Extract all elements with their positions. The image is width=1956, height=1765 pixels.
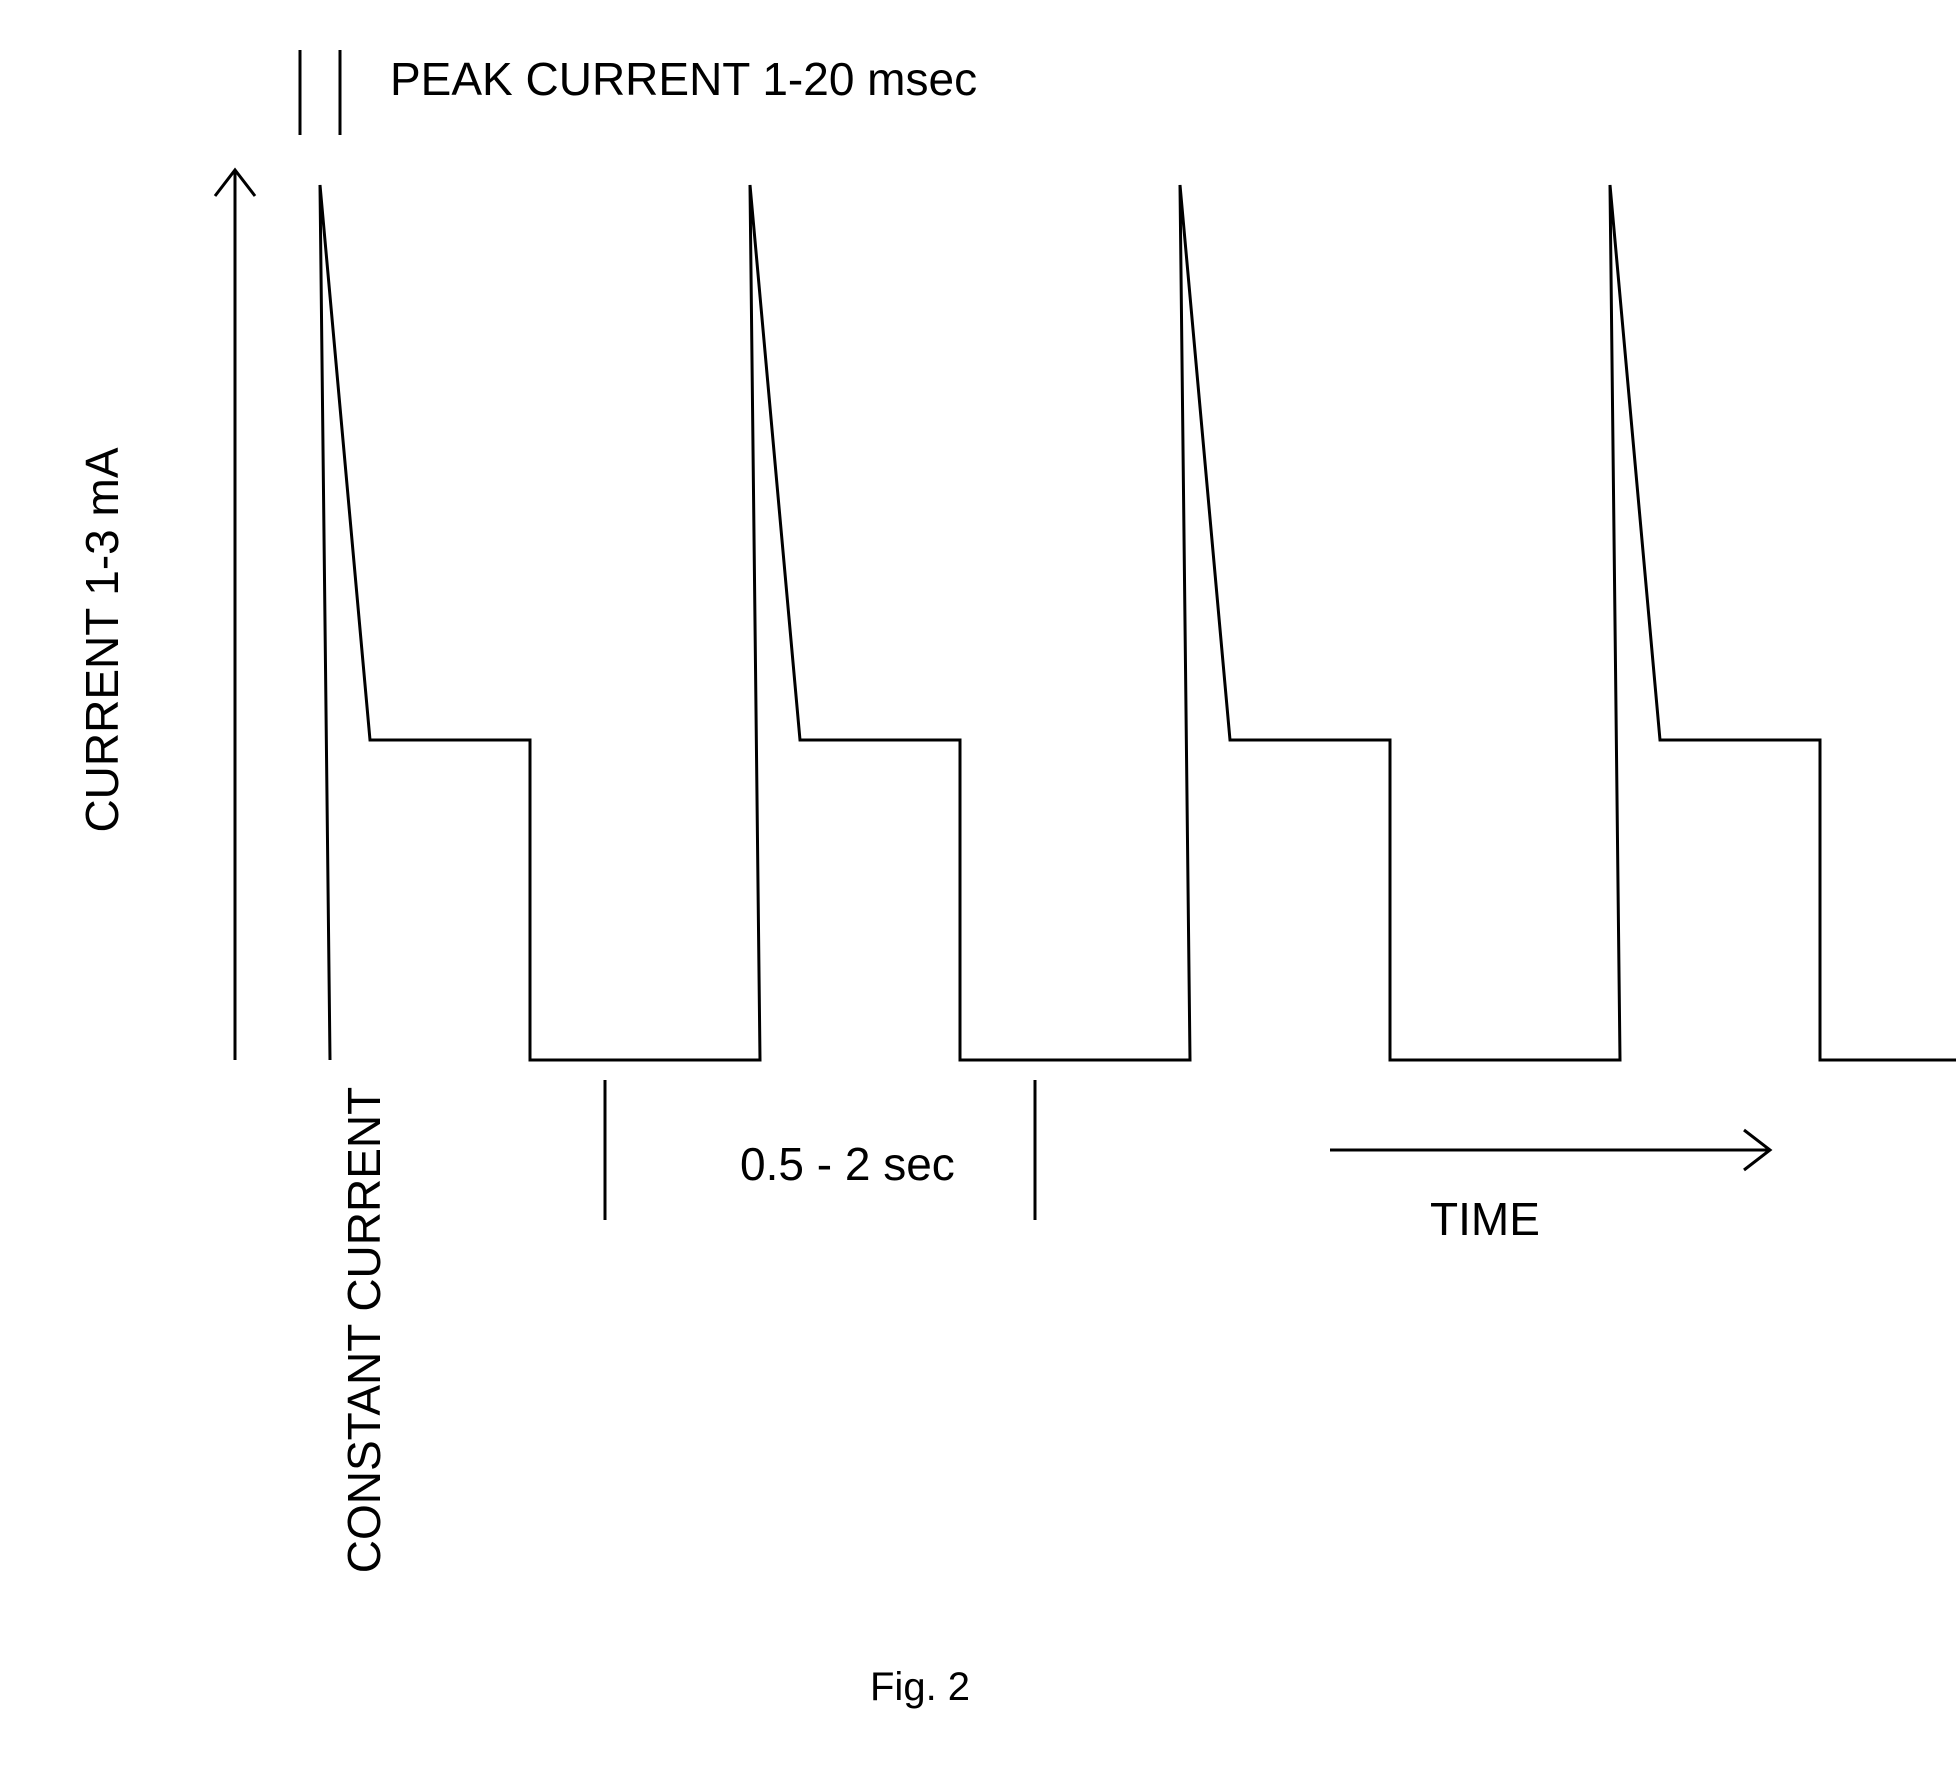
- y-axis-label: CURRENT 1-3 mA: [76, 447, 128, 832]
- waveform-diagram: CURRENT 1-3 mA PEAK CURRENT 1-20 msec CONS…: [0, 0, 1956, 1765]
- current-waveform: [320, 185, 1956, 1060]
- period-label: 0.5 - 2 sec: [740, 1138, 955, 1190]
- time-axis-label: TIME: [1430, 1193, 1540, 1245]
- peak-current-label: PEAK CURRENT 1-20 msec: [390, 53, 977, 105]
- figure-container: CURRENT 1-3 mA PEAK CURRENT 1-20 msec CONS…: [0, 0, 1956, 1765]
- figure-caption: Fig. 2: [870, 1665, 970, 1709]
- constant-current-label: CONSTANT CURRENT: [338, 1087, 390, 1573]
